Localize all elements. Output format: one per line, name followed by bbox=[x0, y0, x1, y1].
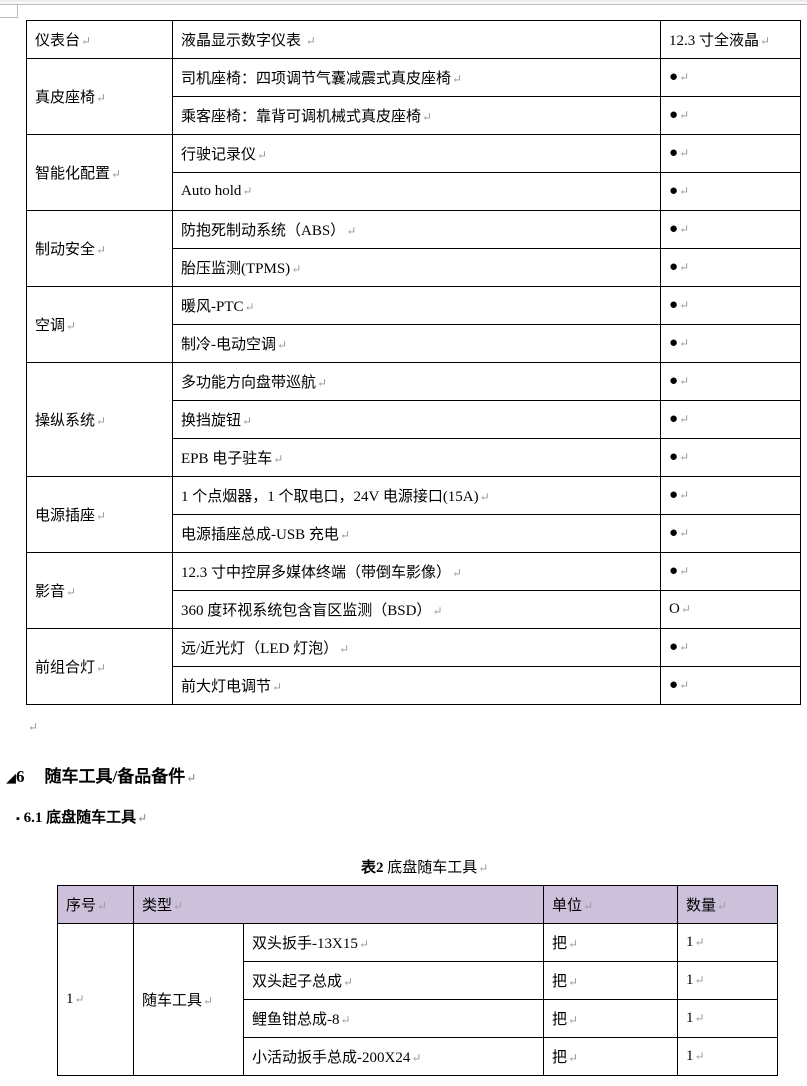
table-caption: 表2 底盘随车工具 bbox=[361, 856, 488, 877]
index-cell: 1 bbox=[57, 923, 134, 1076]
qty-cell: 1 bbox=[677, 961, 779, 1000]
margin-mark bbox=[17, 4, 18, 18]
heading-title: 底盘随车工具 bbox=[46, 810, 147, 826]
item-cell: 乘客座椅：靠背可调机械式真皮座椅 bbox=[172, 96, 661, 135]
item-cell: 远/近光灯（LED 灯泡） bbox=[172, 628, 661, 667]
item-cell: 1 个点烟器，1 个取电口，24V 电源接口(15A) bbox=[172, 476, 661, 515]
config-table: 仪表台液晶显示数字仪表 12.3 寸全液晶真皮座椅司机座椅：四项调节气囊减震式真… bbox=[26, 20, 801, 705]
qty-cell: 1 bbox=[677, 923, 779, 962]
name-cell: 双头扳手-13X15 bbox=[242, 923, 545, 962]
qty-cell: 1 bbox=[677, 1037, 779, 1076]
collapse-icon[interactable]: ◢ bbox=[6, 770, 16, 785]
item-cell: 12.3 寸中控屏多媒体终端（带倒车影像） bbox=[172, 552, 661, 591]
value-cell: ● bbox=[660, 248, 801, 287]
table-row: 乘客座椅：靠背可调机械式真皮座椅● bbox=[27, 96, 801, 135]
category-cell: 影音 bbox=[26, 552, 173, 629]
value-cell: ● bbox=[660, 96, 801, 135]
category-cell: 空调 bbox=[26, 286, 173, 363]
caption-label: 表2 bbox=[361, 860, 384, 876]
empty-paragraph: ↵ bbox=[28, 720, 39, 734]
header-cell: 类型 bbox=[132, 885, 545, 924]
item-cell: 换挡旋钮 bbox=[172, 400, 661, 439]
type-cell: 随车工具 bbox=[133, 923, 244, 1076]
item-cell: 暖风-PTC bbox=[172, 286, 661, 325]
value-cell: ● bbox=[660, 58, 801, 97]
heading-number: 6.1 bbox=[23, 810, 43, 826]
value-cell: ● bbox=[660, 324, 801, 363]
table-row: 空调暖风-PTC● bbox=[26, 286, 801, 363]
value-cell: ● bbox=[660, 628, 801, 667]
value-cell: ● bbox=[660, 476, 801, 515]
table-row: 小活动扳手总成-200X24把1 bbox=[58, 1037, 779, 1076]
value-cell: ● bbox=[660, 666, 801, 705]
item-cell: 防抱死制动系统（ABS） bbox=[172, 210, 661, 249]
table-row: 前组合灯远/近光灯（LED 灯泡）● bbox=[26, 628, 801, 705]
table-row: 胎压监测(TPMS)● bbox=[27, 248, 801, 287]
unit-cell: 把 bbox=[543, 961, 679, 1000]
table-row: 换挡旋钮● bbox=[27, 400, 801, 439]
bullet-icon: ▪ bbox=[16, 813, 20, 825]
item-cell: 液晶显示数字仪表 bbox=[172, 20, 661, 59]
name-cell: 小活动扳手总成-200X24 bbox=[242, 1037, 545, 1076]
heading-6-1: ▪ 6.1 底盘随车工具 bbox=[16, 806, 147, 827]
value-cell: ● bbox=[660, 552, 801, 591]
category-cell: 前组合灯 bbox=[26, 628, 173, 705]
category-cell: 智能化配置 bbox=[26, 134, 173, 211]
caption-text: 底盘随车工具 bbox=[384, 860, 489, 876]
item-cell: 制冷-电动空调 bbox=[172, 324, 661, 363]
item-cell: 胎压监测(TPMS) bbox=[172, 248, 661, 287]
category-cell: 电源插座 bbox=[26, 476, 173, 553]
value-cell: ● bbox=[660, 286, 801, 325]
value-cell: ● bbox=[660, 210, 801, 249]
header-cell: 序号 bbox=[57, 885, 134, 924]
category-cell: 制动安全 bbox=[26, 210, 173, 287]
table-row: 1随车工具双头扳手-13X15把1 bbox=[57, 923, 779, 1076]
value-cell: ● bbox=[660, 172, 801, 211]
unit-cell: 把 bbox=[543, 1037, 679, 1076]
tools-table: 序号类型单位数量1随车工具双头扳手-13X15把1双头起子总成把1鲤鱼钳总成-8… bbox=[57, 885, 779, 1076]
item-cell: 多功能方向盘带巡航 bbox=[172, 362, 661, 401]
category-cell: 真皮座椅 bbox=[26, 58, 173, 135]
table-row: 仪表台液晶显示数字仪表 12.3 寸全液晶 bbox=[26, 20, 801, 59]
item-cell: EPB 电子驻车 bbox=[172, 438, 661, 477]
item-cell: Auto hold bbox=[172, 172, 661, 211]
heading-number: 6 bbox=[16, 767, 25, 786]
table-row: 前大灯电调节● bbox=[27, 666, 801, 705]
table-row: 双头起子总成把1 bbox=[58, 961, 779, 1000]
table-row: 制动安全防抱死制动系统（ABS）● bbox=[26, 210, 801, 287]
table-row: 电源插座1 个点烟器，1 个取电口，24V 电源接口(15A)● bbox=[26, 476, 801, 553]
header-row: 序号类型单位数量 bbox=[57, 885, 779, 924]
unit-cell: 把 bbox=[543, 923, 679, 962]
name-cell: 鲤鱼钳总成-8 bbox=[242, 999, 545, 1038]
value-cell: ● bbox=[660, 438, 801, 477]
heading-title: 随车工具/备品备件 bbox=[45, 767, 197, 786]
header-cell: 数量 bbox=[677, 885, 779, 924]
value-cell: 12.3 寸全液晶 bbox=[660, 20, 801, 59]
name-cell: 双头起子总成 bbox=[242, 961, 545, 1000]
category-cell: 操纵系统 bbox=[26, 362, 173, 477]
table-row: 影音12.3 寸中控屏多媒体终端（带倒车影像）● bbox=[26, 552, 801, 629]
table-row: 360 度环视系统包含盲区监测（BSD）O bbox=[27, 590, 801, 629]
table-row: 智能化配置行驶记录仪● bbox=[26, 134, 801, 211]
value-cell: ● bbox=[660, 362, 801, 401]
value-cell: ● bbox=[660, 134, 801, 173]
table-row: 操纵系统多功能方向盘带巡航● bbox=[26, 362, 801, 477]
header-cell: 单位 bbox=[543, 885, 679, 924]
unit-cell: 把 bbox=[543, 999, 679, 1038]
value-cell: ● bbox=[660, 400, 801, 439]
item-cell: 司机座椅：四项调节气囊减震式真皮座椅 bbox=[172, 58, 661, 97]
margin-mark bbox=[0, 17, 18, 18]
category-cell: 仪表台 bbox=[26, 20, 173, 59]
item-cell: 前大灯电调节 bbox=[172, 666, 661, 705]
qty-cell: 1 bbox=[677, 999, 779, 1038]
item-cell: 行驶记录仪 bbox=[172, 134, 661, 173]
heading-6: ◢6 随车工具/备品备件 bbox=[6, 762, 196, 787]
ruler bbox=[0, 0, 807, 5]
value-cell: O bbox=[660, 590, 801, 629]
value-cell: ● bbox=[660, 514, 801, 553]
table-row: 真皮座椅司机座椅：四项调节气囊减震式真皮座椅● bbox=[26, 58, 801, 135]
item-cell: 电源插座总成-USB 充电 bbox=[172, 514, 661, 553]
item-cell: 360 度环视系统包含盲区监测（BSD） bbox=[172, 590, 661, 629]
